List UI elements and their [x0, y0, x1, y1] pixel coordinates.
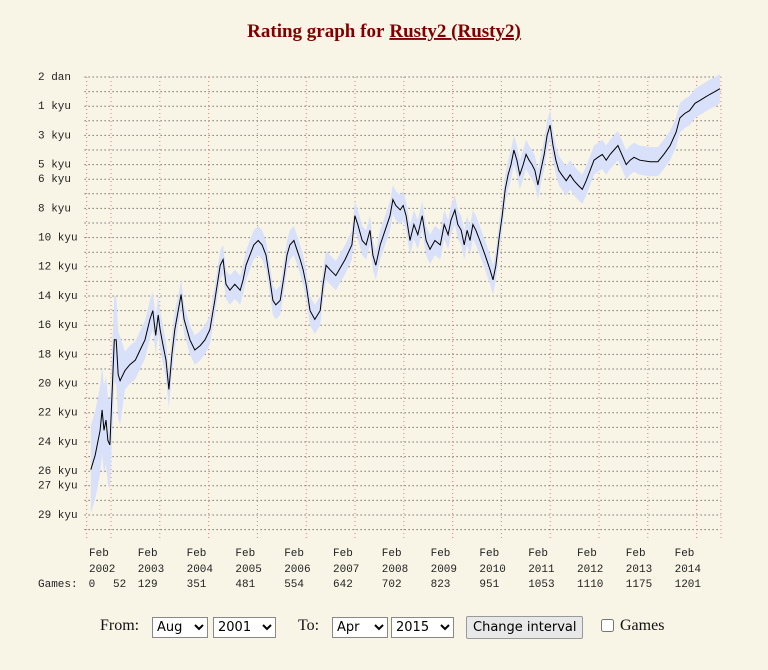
x-tick-label: 2004	[187, 564, 214, 576]
from-month-select[interactable]: Aug	[152, 617, 208, 638]
to-month-select[interactable]: Apr	[332, 617, 388, 638]
y-tick-label: 8 kyu	[38, 203, 71, 215]
rating-line	[90, 88, 721, 470]
y-tick-label: 5 kyu	[38, 160, 71, 172]
x-tick-label: 2008	[382, 564, 408, 576]
games-count: 823	[431, 579, 451, 591]
y-tick-label: 18 kyu	[38, 349, 78, 361]
games-label: Games:	[38, 579, 78, 591]
games-count: 0	[89, 579, 96, 591]
games-count: 1201	[675, 579, 702, 591]
games-count: 52	[113, 579, 126, 591]
x-tick-label: Feb	[431, 548, 451, 560]
interval-form: From: Aug 2001 To: Apr 2015 Change inter…	[0, 614, 768, 640]
y-tick-label: 12 kyu	[38, 262, 78, 274]
x-tick-label: 2014	[675, 564, 702, 576]
x-tick-label: Feb	[479, 548, 499, 560]
x-tick-label: 2003	[138, 564, 164, 576]
y-tick-label: 2 dan	[38, 72, 71, 84]
y-tick-label: 26 kyu	[38, 466, 78, 478]
games-count: 481	[235, 579, 255, 591]
x-tick-label: 2007	[333, 564, 359, 576]
y-tick-label: 3 kyu	[38, 130, 71, 142]
from-year-select[interactable]: 2001	[213, 617, 276, 638]
x-tick-label: Feb	[626, 548, 646, 560]
x-tick-label: 2005	[235, 564, 261, 576]
y-tick-label: 6 kyu	[38, 174, 71, 186]
x-tick-label: Feb	[675, 548, 695, 560]
to-label: To:	[298, 617, 320, 634]
x-tick-label: 2013	[626, 564, 652, 576]
x-tick-label: Feb	[89, 548, 109, 560]
to-year-select[interactable]: 2015	[391, 617, 454, 638]
x-tick-label: 2006	[284, 564, 310, 576]
x-tick-label: Feb	[138, 548, 158, 560]
x-tick-label: 2002	[89, 564, 115, 576]
uncertainty-band	[90, 74, 720, 514]
x-tick-label: Feb	[284, 548, 304, 560]
change-interval-button[interactable]: Change interval	[466, 616, 584, 639]
x-tick-label: Feb	[235, 548, 255, 560]
x-tick-label: Feb	[333, 548, 353, 560]
y-tick-label: 27 kyu	[38, 481, 78, 493]
games-count: 129	[138, 579, 158, 591]
y-tick-label: 24 kyu	[38, 437, 78, 449]
games-count: 1175	[626, 579, 652, 591]
games-count: 351	[187, 579, 207, 591]
x-tick-label: Feb	[382, 548, 402, 560]
x-tick-label: Feb	[577, 548, 597, 560]
x-tick-label: 2009	[431, 564, 457, 576]
x-tick-label: 2012	[577, 564, 603, 576]
title-text: Rating graph for	[247, 21, 385, 42]
chart-title: Rating graph for Rusty2 (Rusty2)	[247, 21, 521, 42]
games-count: 642	[333, 579, 353, 591]
from-label: From:	[100, 617, 140, 634]
x-tick-label: Feb	[187, 548, 207, 560]
y-tick-label: 22 kyu	[38, 408, 78, 420]
y-tick-label: 1 kyu	[38, 101, 71, 113]
y-tick-label: 16 kyu	[38, 320, 78, 332]
y-tick-label: 20 kyu	[38, 379, 78, 391]
games-count: 1110	[577, 579, 603, 591]
player-link[interactable]: Rusty2 (Rusty2)	[389, 21, 520, 42]
chart: Rating graph for Rusty2 (Rusty2) 2 dan 1 k…	[38, 21, 722, 591]
games-count: 951	[479, 579, 499, 591]
x-tick-label: 2010	[479, 564, 505, 576]
games-count: 702	[382, 579, 402, 591]
y-tick-label: 10 kyu	[38, 233, 78, 245]
games-count: 1053	[528, 579, 554, 591]
x-tick-label: Feb	[528, 548, 548, 560]
games-count: 554	[284, 579, 304, 591]
y-tick-label: 29 kyu	[38, 510, 78, 522]
x-tick-label: 2011	[528, 564, 555, 576]
y-tick-label: 14 kyu	[38, 291, 78, 303]
games-checkbox-label: Games	[620, 617, 665, 634]
games-checkbox[interactable]	[601, 619, 614, 632]
